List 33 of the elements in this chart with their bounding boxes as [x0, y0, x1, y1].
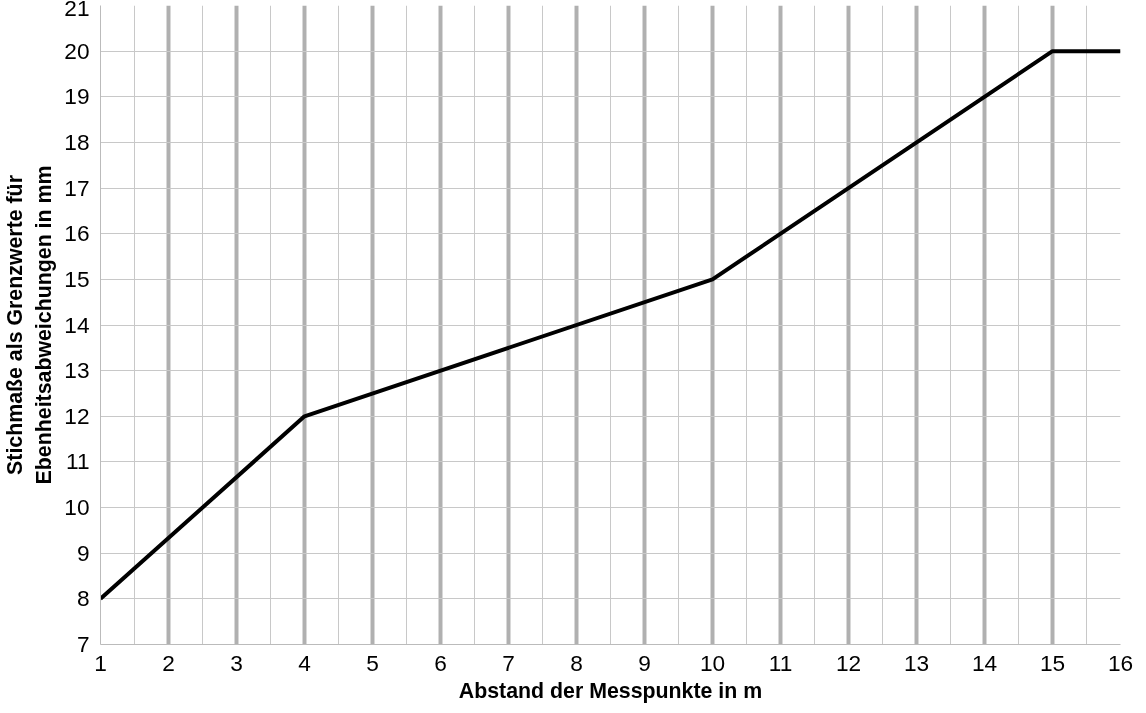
y-tick-label: 16 [64, 220, 90, 247]
y-tick-label: 10 [64, 494, 90, 521]
y-tick-label: 7 [76, 631, 90, 657]
y-tick-label: 13 [64, 357, 90, 384]
x-tick-label: 8 [570, 649, 583, 676]
x-tick-label: 16 [1107, 649, 1134, 676]
y-tick-label: 19 [64, 83, 90, 110]
x-tick-label: 4 [298, 649, 311, 676]
y-tick-label: 12 [64, 402, 90, 429]
x-tick-label: 12 [835, 649, 862, 676]
y-tick-label: 15 [64, 265, 90, 292]
y-tick-label: 8 [76, 585, 90, 612]
x-tick-label: 6 [434, 649, 447, 676]
y-tick-label: 14 [64, 311, 90, 338]
y-axis-title: Stichmaße als Grenzwerte für Ebenheitsabweichungen in mm [3, 165, 57, 485]
x-tick-label: 7 [502, 649, 515, 676]
y-tick-label: 20 [64, 37, 90, 64]
x-tick-label: 14 [971, 649, 998, 676]
y-tick-label: 18 [64, 128, 90, 155]
x-tick-label: 11 [768, 649, 793, 676]
x-tick-label: 9 [638, 649, 651, 676]
y-tick-label: 21 [64, 0, 90, 21]
x-tick-label: 5 [366, 649, 379, 676]
x-tick-label: 10 [699, 649, 726, 676]
x-tick-label: 3 [230, 649, 243, 676]
y-tick-label: 9 [76, 539, 90, 566]
x-tick-label: 13 [903, 649, 930, 676]
x-axis-title: Abstand der Messpunkte in m [458, 678, 763, 703]
y-tick-label: 11 [65, 448, 90, 475]
x-tick-label: 15 [1039, 649, 1066, 676]
y-tick-label: 17 [64, 174, 90, 201]
x-tick-label: 2 [162, 649, 175, 676]
x-tick-label: 1 [94, 649, 107, 676]
